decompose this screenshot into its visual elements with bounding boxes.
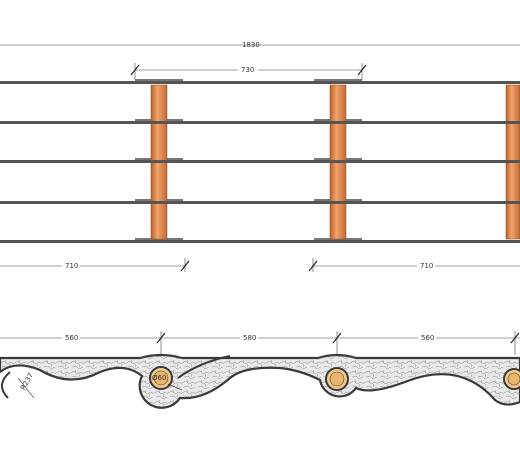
bar-2 — [0, 121, 520, 124]
left-span-dimension: 710 — [0, 258, 190, 272]
radius-label: R237 — [19, 372, 35, 392]
horizontal-bars — [0, 79, 520, 243]
bar-5 — [0, 240, 520, 243]
wavy-stone-body — [0, 353, 520, 409]
knob-right — [503, 368, 520, 390]
bar-1 — [0, 81, 520, 84]
bar-3 — [0, 160, 520, 163]
vertical-posts — [150, 84, 520, 240]
hole-label: Ø60 — [152, 374, 166, 382]
radius-annotation: R237 — [17, 372, 35, 399]
left-span-label: 710 — [65, 262, 78, 270]
top-span-dimension: 730 — [130, 63, 367, 80]
top-plan-view: 1830 730 — [0, 41, 520, 272]
bottom-elevation-view: 560 580 560 Ø60 R237 — [0, 331, 520, 409]
knob-middle — [325, 367, 349, 391]
bottom-right-label: 560 — [421, 334, 434, 342]
overall-dimension: 1830 — [0, 41, 520, 49]
right-span-dimension: 710 — [308, 258, 520, 272]
right-span-label: 710 — [420, 262, 433, 270]
bottom-middle-label: 580 — [243, 334, 256, 342]
bar-4 — [0, 201, 520, 204]
overall-dimension-label: 1830 — [242, 41, 260, 49]
knob-left — [149, 366, 173, 390]
bottom-dimensions: 560 580 560 — [0, 331, 520, 355]
bottom-left-label: 560 — [65, 334, 78, 342]
top-span-label: 730 — [241, 66, 254, 74]
